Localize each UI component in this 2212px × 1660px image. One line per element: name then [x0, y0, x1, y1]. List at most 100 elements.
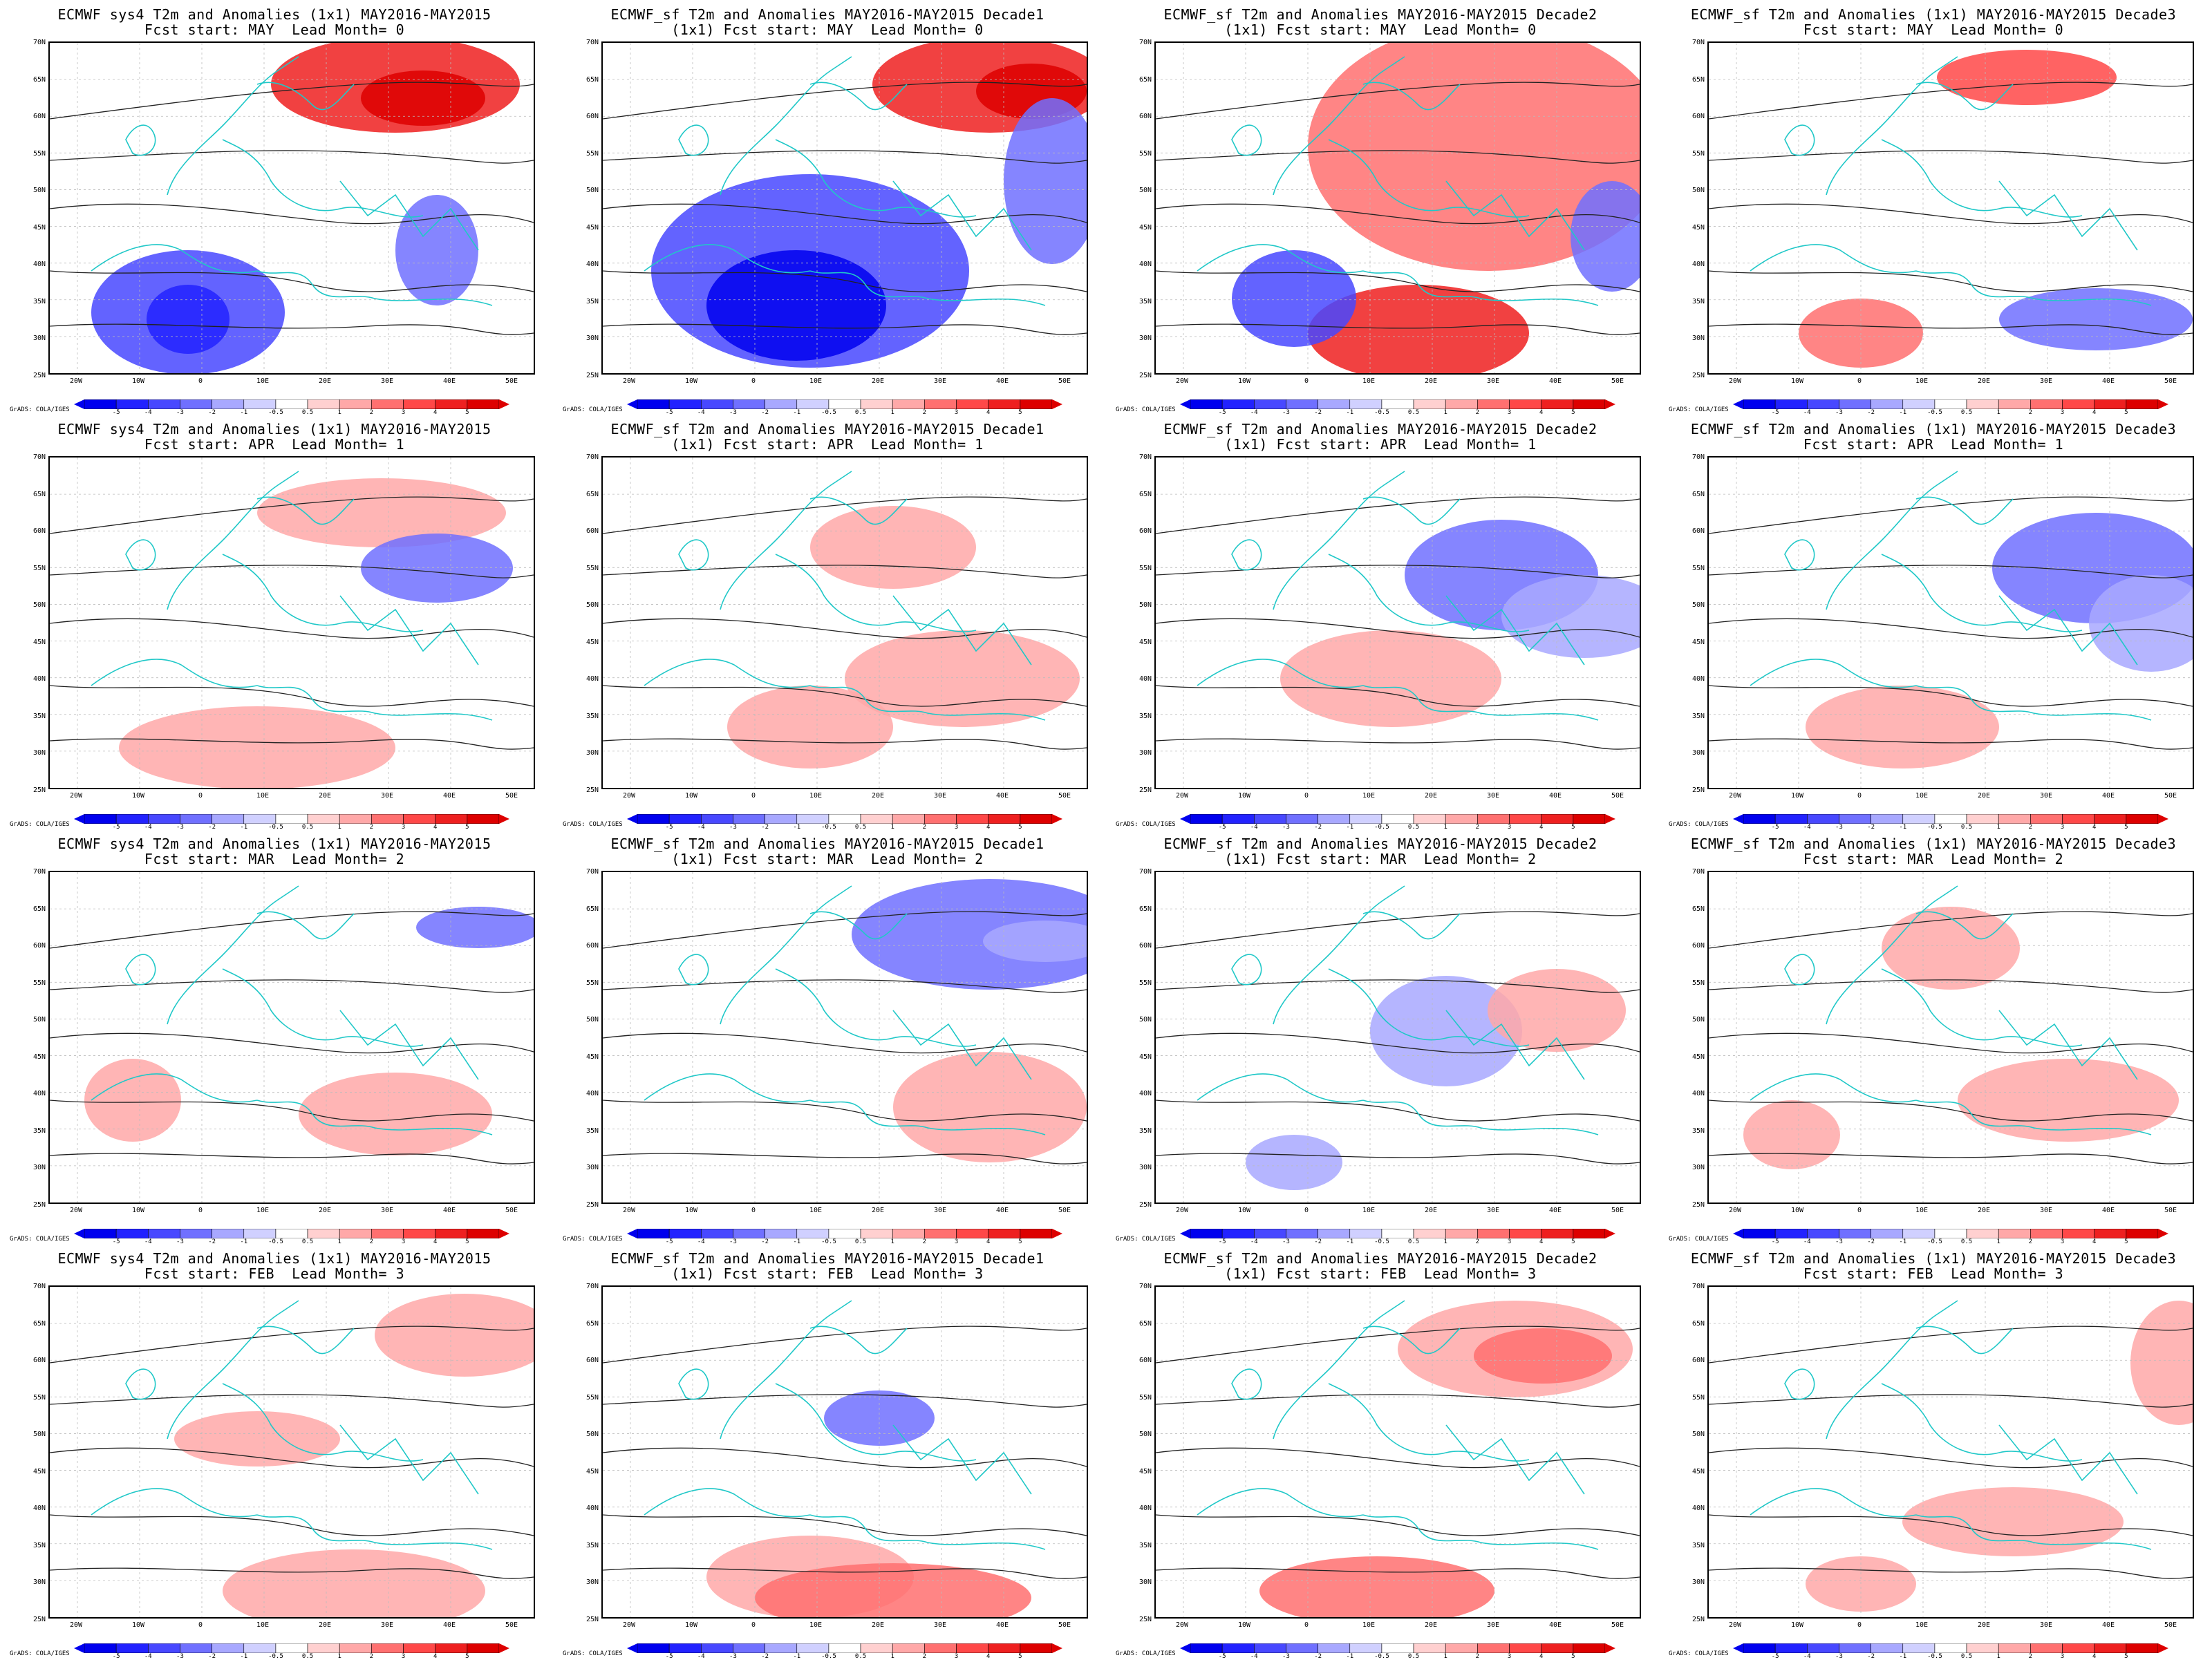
coastline [339, 595, 479, 666]
contour-line [50, 618, 534, 639]
coastline [720, 885, 852, 1025]
colorbar-label: 5 [1571, 1238, 1575, 1245]
longitude-label: 40E [1548, 377, 1562, 385]
longitude-label: 20W [69, 1207, 83, 1214]
colorbar-label: -0.5 [821, 1238, 836, 1245]
latitude-label: 35N [585, 712, 599, 720]
colorbar-segment [828, 1643, 861, 1653]
coastline [222, 968, 424, 1047]
latitude-label: 35N [32, 1126, 46, 1135]
contour-line [1709, 203, 2193, 225]
colorbar-segment [1286, 1643, 1318, 1653]
colorbar-segment [701, 399, 733, 409]
panel-title: ECMWF sys4 T2m and Anomalies (1x1) MAY20… [57, 1250, 491, 1267]
colorbar-label: 0.5 [301, 1238, 314, 1245]
latitude-label: 40N [585, 1090, 599, 1098]
latitude-label: 45N [585, 1467, 599, 1475]
contour-line [50, 1326, 534, 1364]
colorbar-label: 5 [1571, 1653, 1575, 1660]
latitude-label: 65N [1138, 490, 1152, 498]
map-canvas [50, 872, 534, 1202]
colorbar-label: -2 [208, 824, 216, 831]
longitude-label: 10E [1915, 1621, 1929, 1629]
colorbar-arrow-right [1605, 399, 1615, 409]
contour-line [603, 496, 1087, 534]
longitude-label: 20E [871, 1621, 885, 1629]
longitude-label: 10E [809, 1207, 823, 1214]
latitude-label: 40N [1138, 675, 1152, 683]
colorbar-segment [765, 814, 798, 824]
latitude-label: 35N [32, 712, 46, 720]
colorbar-segment [1902, 814, 1936, 824]
contour-line [1709, 1032, 2193, 1054]
map-canvas [603, 1287, 1087, 1617]
colorbar-label: 3 [1507, 1238, 1512, 1245]
longitude-label: 50E [2164, 1207, 2177, 1214]
latitude-label: 60N [585, 527, 599, 536]
colorbar-segment [988, 1643, 1021, 1653]
coastline [809, 1100, 1046, 1135]
latitude-label: 60N [32, 1357, 46, 1365]
latitude-label: 30N [585, 749, 599, 757]
latitude-label: 40N [585, 675, 599, 683]
colorbar-segment [733, 814, 765, 824]
longitude-label: 20W [1175, 1621, 1189, 1629]
latitude-label: 55N [32, 979, 46, 987]
latitude-label: 55N [585, 564, 599, 572]
latitude-label: 35N [32, 297, 46, 305]
colorbar-segment [1998, 1643, 2031, 1653]
latitude-label: 60N [1138, 113, 1152, 121]
colorbar-segment [956, 399, 988, 409]
colorbar-segment [1254, 814, 1286, 824]
latitude-label: 60N [1691, 1357, 1705, 1365]
anomaly-area [810, 506, 976, 589]
colorbar-label: 3 [1507, 409, 1512, 416]
longitude-label: 40E [995, 1207, 1009, 1214]
anomaly-area [147, 285, 229, 354]
colorbar-arrow-left [1180, 399, 1190, 409]
coastline [1231, 539, 1262, 571]
map-area [1154, 1285, 1641, 1619]
coastline [1328, 1383, 1530, 1462]
colorbar-arrow-right [1605, 1229, 1615, 1238]
longitude-label: 0 [1304, 1621, 1309, 1629]
colorbar-segment [1509, 399, 1541, 409]
contour-line [1709, 1394, 2193, 1408]
colorbar-segment [1902, 1229, 1936, 1238]
anomaly-area [893, 1052, 1087, 1162]
colorbar [74, 399, 509, 409]
colorbar-label: -5 [665, 824, 673, 831]
colorbar-segment [1381, 814, 1414, 824]
colorbar-segment [1318, 399, 1351, 409]
longitude-label: 30E [380, 1207, 394, 1214]
colorbar-label: -2 [1314, 409, 1322, 416]
colorbar-segment [84, 399, 117, 409]
colorbar-arrow-right [2158, 1643, 2168, 1653]
colorbar-label: -3 [176, 1653, 184, 1660]
colorbar-segment [1254, 1643, 1286, 1653]
map-panel: ECMWF_sf T2m and Anomalies MAY2016-MAY20… [561, 415, 1094, 831]
contour-line [1709, 1326, 2193, 1364]
colorbar-arrow-right [1052, 814, 1062, 824]
map-area [1154, 871, 1641, 1204]
colorbar-label: -0.5 [821, 1653, 836, 1660]
colorbar-label: -0.5 [268, 824, 283, 831]
longitude-label: 20W [622, 377, 636, 385]
colorbar-segment [2094, 814, 2127, 824]
colorbar-label: 5 [465, 824, 469, 831]
longitude-label: 20W [69, 792, 83, 800]
latitude-label: 55N [1138, 1393, 1152, 1402]
grads-credit: GrADS: COLA/IGES [10, 821, 70, 828]
contour-line [603, 1394, 1087, 1408]
colorbar-label: 5 [465, 1238, 469, 1245]
colorbar-label: -1 [793, 1238, 801, 1245]
latitude-label: 35N [32, 1541, 46, 1549]
colorbar-label: 1 [337, 824, 341, 831]
colorbar-segment [180, 814, 212, 824]
colorbar-label: -3 [1282, 824, 1290, 831]
latitude-label: 55N [1691, 149, 1705, 158]
colorbar-label: 2 [1475, 824, 1480, 831]
latitude-label: 50N [585, 601, 599, 610]
colorbar-segment [1573, 399, 1606, 409]
colorbar [627, 399, 1062, 409]
